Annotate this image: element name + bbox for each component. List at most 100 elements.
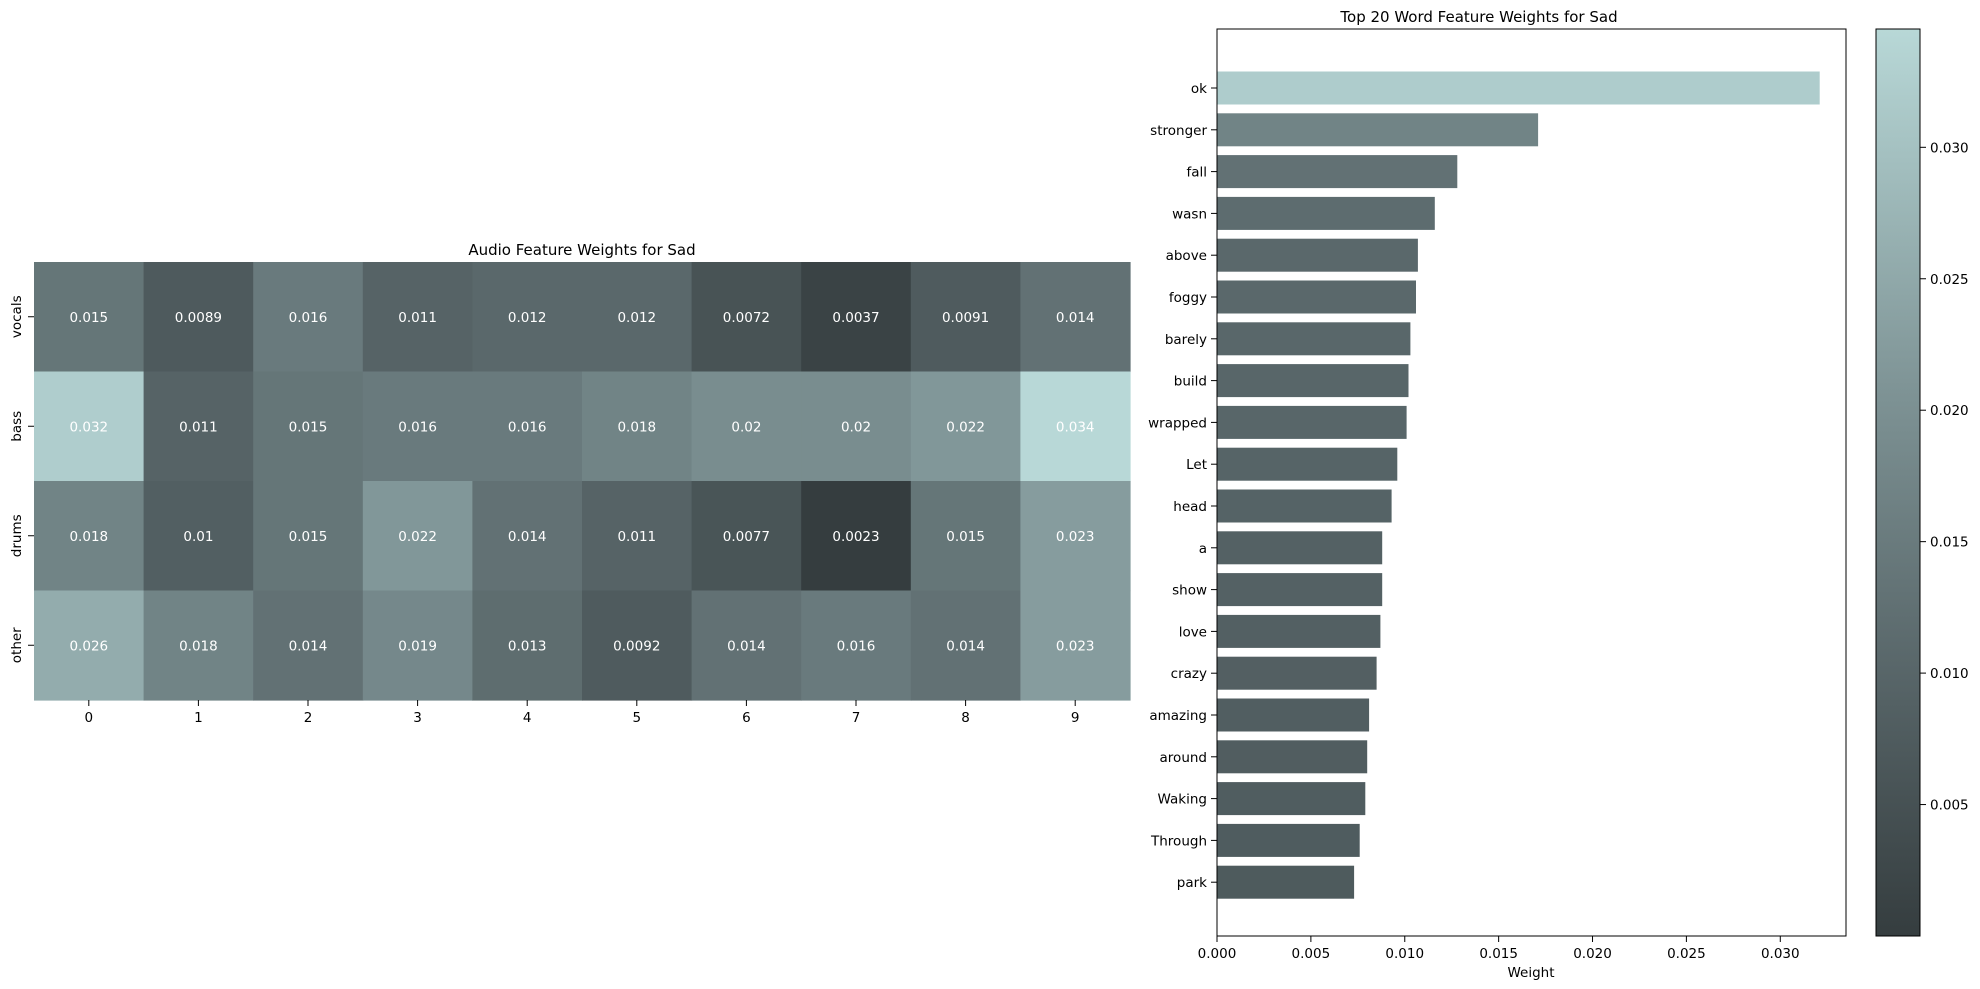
bar	[1217, 238, 1418, 272]
colorbar-tick-label: 0.030	[1930, 140, 1969, 156]
heatmap-cell	[910, 371, 1021, 482]
heatmap-cell	[362, 481, 473, 592]
bar-x-tick-label: 0.020	[1573, 946, 1612, 962]
bar-y-tick-label: wrapped	[1148, 415, 1207, 431]
heatmap-cell	[801, 590, 912, 701]
bar-y-tick-label: show	[1172, 583, 1207, 599]
bar-y-tick-label: amazing	[1149, 708, 1207, 724]
bar-y-tick-label: stronger	[1150, 123, 1207, 139]
heatmap-row-ticks: vocals bass drums other	[9, 295, 34, 663]
audio-heatmap: Audio Feature Weights for Sad 0.015 0.008…	[9, 241, 1131, 726]
bar-y-tick-label: Through	[1150, 833, 1207, 849]
heatmap-cell	[34, 481, 145, 592]
bar-x-tick-label: 0.015	[1479, 946, 1518, 962]
heatmap-cell-label: 0.014	[289, 638, 328, 654]
heatmap-column-tick-label: 2	[304, 710, 313, 726]
colorbar-tick-label: 0.015	[1930, 535, 1969, 551]
bar	[1217, 573, 1383, 607]
bar	[1217, 155, 1458, 189]
colorbar-tick-label: 0.010	[1930, 666, 1969, 682]
heatmap-cell	[582, 371, 693, 482]
bar	[1217, 531, 1383, 565]
heatmap-column-ticks: 0 1 2 3 4 5 6 7 8 9	[85, 700, 1079, 726]
heatmap-cell-label: 0.01	[183, 529, 213, 545]
heatmap-row-tick-label: drums	[9, 514, 25, 557]
heatmap-cell	[691, 262, 802, 373]
heatmap-cell-label: 0.0091	[942, 310, 989, 326]
bar-y-tick-label: around	[1160, 750, 1207, 766]
bar	[1217, 405, 1407, 439]
bar	[1217, 656, 1377, 690]
bar	[1217, 698, 1370, 732]
heatmap-cell-label: 0.0089	[175, 310, 222, 326]
bar-y-tick-label: barely	[1165, 332, 1207, 348]
heatmap-cell-label: 0.02	[841, 419, 871, 435]
heatmap-column-tick-label: 4	[523, 710, 532, 726]
heatmap-cell-label: 0.023	[1056, 638, 1095, 654]
heatmap-cell-label: 0.014	[946, 638, 985, 654]
bar	[1217, 364, 1409, 398]
heatmap-cell	[362, 262, 473, 373]
heatmap-cell-label: 0.016	[508, 419, 547, 435]
heatmap-cell-label: 0.018	[69, 529, 108, 545]
heatmap-cell	[910, 590, 1021, 701]
heatmap-cell-label: 0.012	[617, 310, 656, 326]
heatmap-cell	[472, 481, 583, 592]
heatmap-title: Audio Feature Weights for Sad	[468, 241, 695, 259]
bar-y-tick-label: foggy	[1169, 290, 1207, 306]
bar-x-tick-label: 0.010	[1385, 946, 1424, 962]
word-bar-chart: Top 20 Word Feature Weights for Sad ok st…	[1148, 8, 1847, 981]
heatmap-cell	[143, 371, 254, 482]
heatmap-cell-label: 0.0072	[723, 310, 770, 326]
heatmap-cell-label: 0.0092	[613, 638, 660, 654]
bar-y-tick-label: Let	[1186, 457, 1207, 473]
bar-y-tick-label: build	[1174, 374, 1207, 390]
colorbar: 0.005 0.010 0.015 0.020 0.025 0.030	[1875, 28, 1969, 937]
bar-plot-frame	[1216, 28, 1847, 937]
heatmap-cell-label: 0.0037	[832, 310, 879, 326]
bar-x-ticks: 0.000 0.005 0.010 0.015 0.020 0.025 0.030	[1198, 936, 1800, 962]
heatmap-cell	[34, 590, 145, 701]
heatmap-cell-label: 0.015	[289, 529, 328, 545]
heatmap-cell-label: 0.014	[727, 638, 766, 654]
heatmap-cell-label: 0.0023	[832, 529, 879, 545]
colorbar-tick-label: 0.005	[1930, 798, 1969, 814]
heatmap-cell	[143, 481, 254, 592]
bar	[1217, 280, 1416, 314]
bar	[1217, 322, 1411, 356]
heatmap-cell-label: 0.023	[1056, 529, 1095, 545]
heatmap-cell-label: 0.014	[1056, 310, 1095, 326]
heatmap-cell-label: 0.016	[289, 310, 328, 326]
heatmap-cell-label: 0.018	[179, 638, 218, 654]
heatmap-cell-label: 0.02	[731, 419, 761, 435]
heatmap-cell	[1020, 590, 1131, 701]
heatmap-cell	[143, 590, 254, 701]
bar-y-tick-label: crazy	[1171, 666, 1207, 682]
heatmap-row-tick-label: vocals	[9, 295, 25, 338]
heatmap-cell	[1020, 481, 1131, 592]
heatmap-cell-label: 0.032	[69, 419, 108, 435]
heatmap-cell	[801, 481, 912, 592]
heatmap-cell	[801, 371, 912, 482]
heatmap-cell-label: 0.012	[508, 310, 547, 326]
heatmap-cell-label: 0.022	[946, 419, 985, 435]
bar-y-tick-label: wasn	[1172, 206, 1207, 222]
bar	[1217, 113, 1539, 147]
heatmap-row-tick-label: other	[9, 627, 25, 663]
heatmap-cell-label: 0.016	[398, 419, 437, 435]
heatmap-cells	[34, 262, 1131, 701]
colorbar-tick-label: 0.025	[1930, 272, 1969, 288]
heatmap-column-tick-label: 3	[413, 710, 422, 726]
heatmap-cell	[691, 371, 802, 482]
bar	[1217, 196, 1435, 230]
heatmap-cell-label: 0.015	[946, 529, 985, 545]
heatmap-column-tick-label: 6	[742, 710, 751, 726]
heatmap-cell-label: 0.011	[398, 310, 437, 326]
heatmap-cell	[472, 371, 583, 482]
heatmap-column-tick-label: 0	[85, 710, 94, 726]
bar	[1217, 740, 1368, 774]
heatmap-cell	[691, 590, 802, 701]
heatmap-cell	[472, 590, 583, 701]
heatmap-cell-label: 0.011	[617, 529, 656, 545]
heatmap-cell	[253, 590, 364, 701]
